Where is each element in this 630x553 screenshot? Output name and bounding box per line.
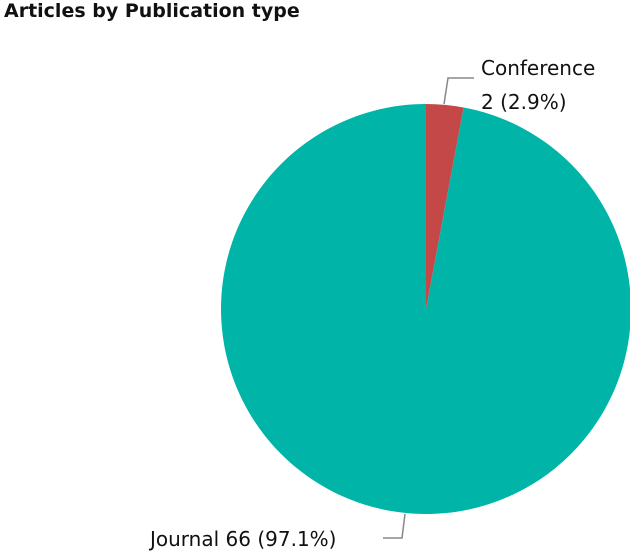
pie-slice-conference [426,104,464,309]
leader-line-journal [383,513,406,539]
pie-slices [221,104,630,514]
slice-label-journal: Journal 66 (97.1%) [148,527,336,551]
leader-line-conference [443,77,474,105]
chart-title: Articles by Publication type [4,0,300,22]
slice-label-conference-value: 2 (2.9%) [481,90,567,114]
slice-label-conference-name: Conference [481,56,595,80]
pie-slice-journal [221,104,630,514]
